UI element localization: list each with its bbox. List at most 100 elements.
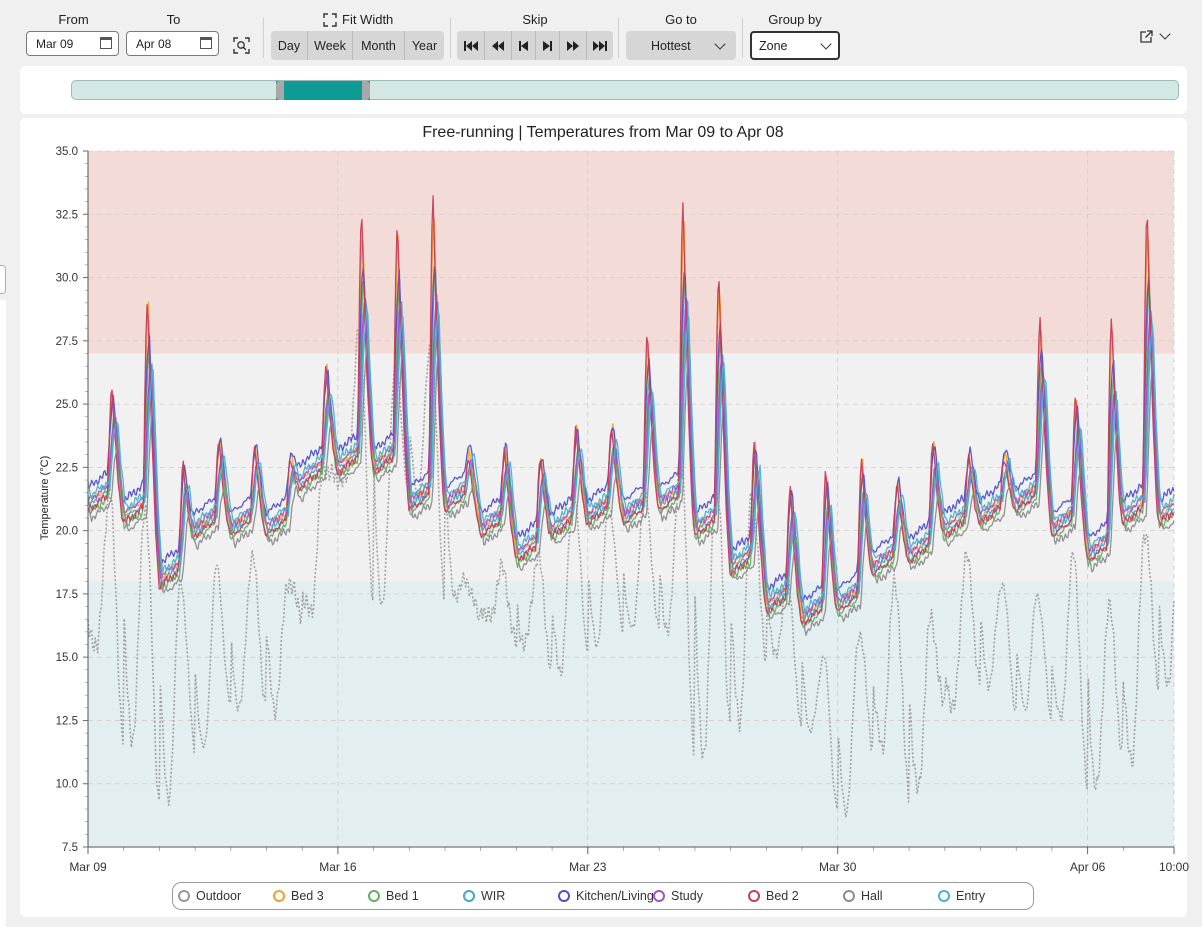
goto-label: Go to (665, 12, 697, 27)
side-panel-edge (0, 300, 6, 927)
fit-width-button[interactable]: Fit Width (323, 12, 393, 27)
step-forward-icon (543, 40, 552, 51)
legend-item-study[interactable]: Study (653, 889, 703, 903)
series-line-hall[interactable] (87, 336, 1175, 637)
legend-label: Kitchen/Living (576, 889, 654, 903)
legend-marker (558, 890, 570, 902)
x-tick-label: Mar 30 (819, 860, 857, 874)
groupby-label: Group by (768, 12, 822, 27)
x-tick-label: 10:00 (1159, 860, 1189, 874)
x-tick-label: Mar 09 (69, 860, 107, 874)
skip-label: Skip (522, 12, 548, 27)
skip-forward-fast-button[interactable] (560, 31, 587, 60)
legend-item-kitchen-living[interactable]: Kitchen/Living (558, 889, 654, 903)
series-line-bed-2[interactable] (87, 195, 1174, 626)
skip-last-button[interactable] (587, 31, 613, 60)
expand-icon (323, 12, 337, 27)
comfort-band (88, 151, 1174, 354)
week-button[interactable]: Week (308, 31, 353, 60)
groupby-value: Zone (759, 38, 788, 53)
goto-dropdown[interactable]: Hottest (626, 31, 736, 60)
legend-item-outdoor[interactable]: Outdoor (178, 889, 241, 903)
series-line-outdoor[interactable] (87, 325, 1175, 818)
legend-marker (178, 890, 190, 902)
y-axis-label: Temperature (°C) (39, 456, 51, 540)
from-label: From (58, 12, 89, 27)
legend-item-bed-1[interactable]: Bed 1 (368, 889, 419, 903)
range-button-group: Day Week Month Year (271, 31, 444, 60)
series-line-study[interactable] (87, 293, 1175, 616)
legend-item-bed-3[interactable]: Bed 3 (273, 889, 324, 903)
legend-marker (748, 890, 760, 902)
skip-first-button[interactable] (457, 31, 485, 60)
to-label: To (166, 12, 181, 27)
legend-marker (938, 890, 950, 902)
y-tick-label: 17.5 (56, 589, 78, 601)
timeline-handle-right[interactable] (362, 81, 370, 100)
x-tick-label: Mar 16 (319, 860, 357, 874)
rewind-icon (492, 40, 504, 51)
calendar-icon[interactable] (100, 37, 112, 49)
year-button[interactable]: Year (411, 38, 438, 53)
y-tick-label: 27.5 (56, 336, 78, 348)
from-date-value: Mar 09 (36, 36, 74, 51)
skip-back-fast-button[interactable] (485, 31, 512, 60)
step-back-icon (519, 40, 528, 51)
legend-marker (463, 890, 475, 902)
legend-label: WIR (481, 889, 506, 903)
fast-forward-icon (567, 40, 579, 51)
export-button[interactable] (1139, 28, 1171, 44)
legend-item-entry[interactable]: Entry (938, 889, 985, 903)
x-tick-label: Apr 06 (1070, 860, 1106, 874)
day-button[interactable]: Day (271, 31, 308, 60)
legend-marker (368, 890, 380, 902)
legend-item-bed-2[interactable]: Bed 2 (748, 889, 799, 903)
y-tick-label: 25.0 (56, 399, 78, 411)
y-tick-label: 32.5 (56, 209, 78, 221)
toolbar-divider (618, 18, 619, 58)
y-tick-label: 20.0 (56, 526, 78, 538)
legend-label: Study (671, 889, 703, 903)
legend-marker (843, 890, 855, 902)
side-panel-handle[interactable] (0, 265, 6, 294)
y-tick-label: 15.0 (56, 652, 78, 664)
timeline-window[interactable] (276, 81, 370, 100)
skip-forward-button[interactable] (536, 31, 560, 60)
legend-label: Hall (861, 889, 883, 903)
month-button[interactable]: Month (353, 31, 405, 60)
to-date-value: Apr 08 (136, 36, 172, 51)
y-tick-label: 10.0 (56, 779, 78, 791)
legend-item-hall[interactable]: Hall (843, 889, 883, 903)
x-tick-label: Mar 23 (569, 860, 607, 874)
calendar-icon[interactable] (200, 37, 212, 49)
legend-label: Entry (956, 889, 986, 903)
y-tick-label: 22.5 (56, 462, 78, 474)
from-date-field[interactable]: Mar 09 (26, 31, 119, 56)
series-line-entry[interactable] (87, 307, 1175, 615)
toolbar-divider (263, 18, 264, 58)
legend-label: Bed 3 (291, 889, 324, 903)
timeline-handle-left[interactable] (276, 81, 284, 100)
to-date-field[interactable]: Apr 08 (126, 31, 219, 56)
groupby-dropdown[interactable]: Zone (750, 31, 840, 60)
skip-last-icon (593, 40, 607, 51)
legend-item-wir[interactable]: WIR (463, 889, 505, 903)
skip-first-icon (463, 40, 478, 51)
y-tick-label: 12.5 (56, 715, 78, 727)
goto-value: Hottest (651, 38, 691, 53)
toolbar-divider (450, 18, 451, 58)
legend-label: Outdoor (196, 889, 242, 903)
toolbar-divider (742, 18, 743, 58)
y-tick-label: 7.5 (62, 842, 78, 854)
comfort-band (88, 581, 1174, 847)
skip-back-button[interactable] (512, 31, 536, 60)
share-icon (1140, 30, 1153, 43)
chart-title: Free-running | Temperatures from Mar 09 … (422, 124, 783, 141)
legend-marker (273, 890, 285, 902)
legend-marker (653, 890, 665, 902)
y-tick-label: 30.0 (56, 273, 78, 285)
zoom-fit-icon[interactable] (233, 37, 250, 54)
skip-button-group (457, 31, 613, 60)
fit-width-label: Fit Width (342, 12, 394, 27)
